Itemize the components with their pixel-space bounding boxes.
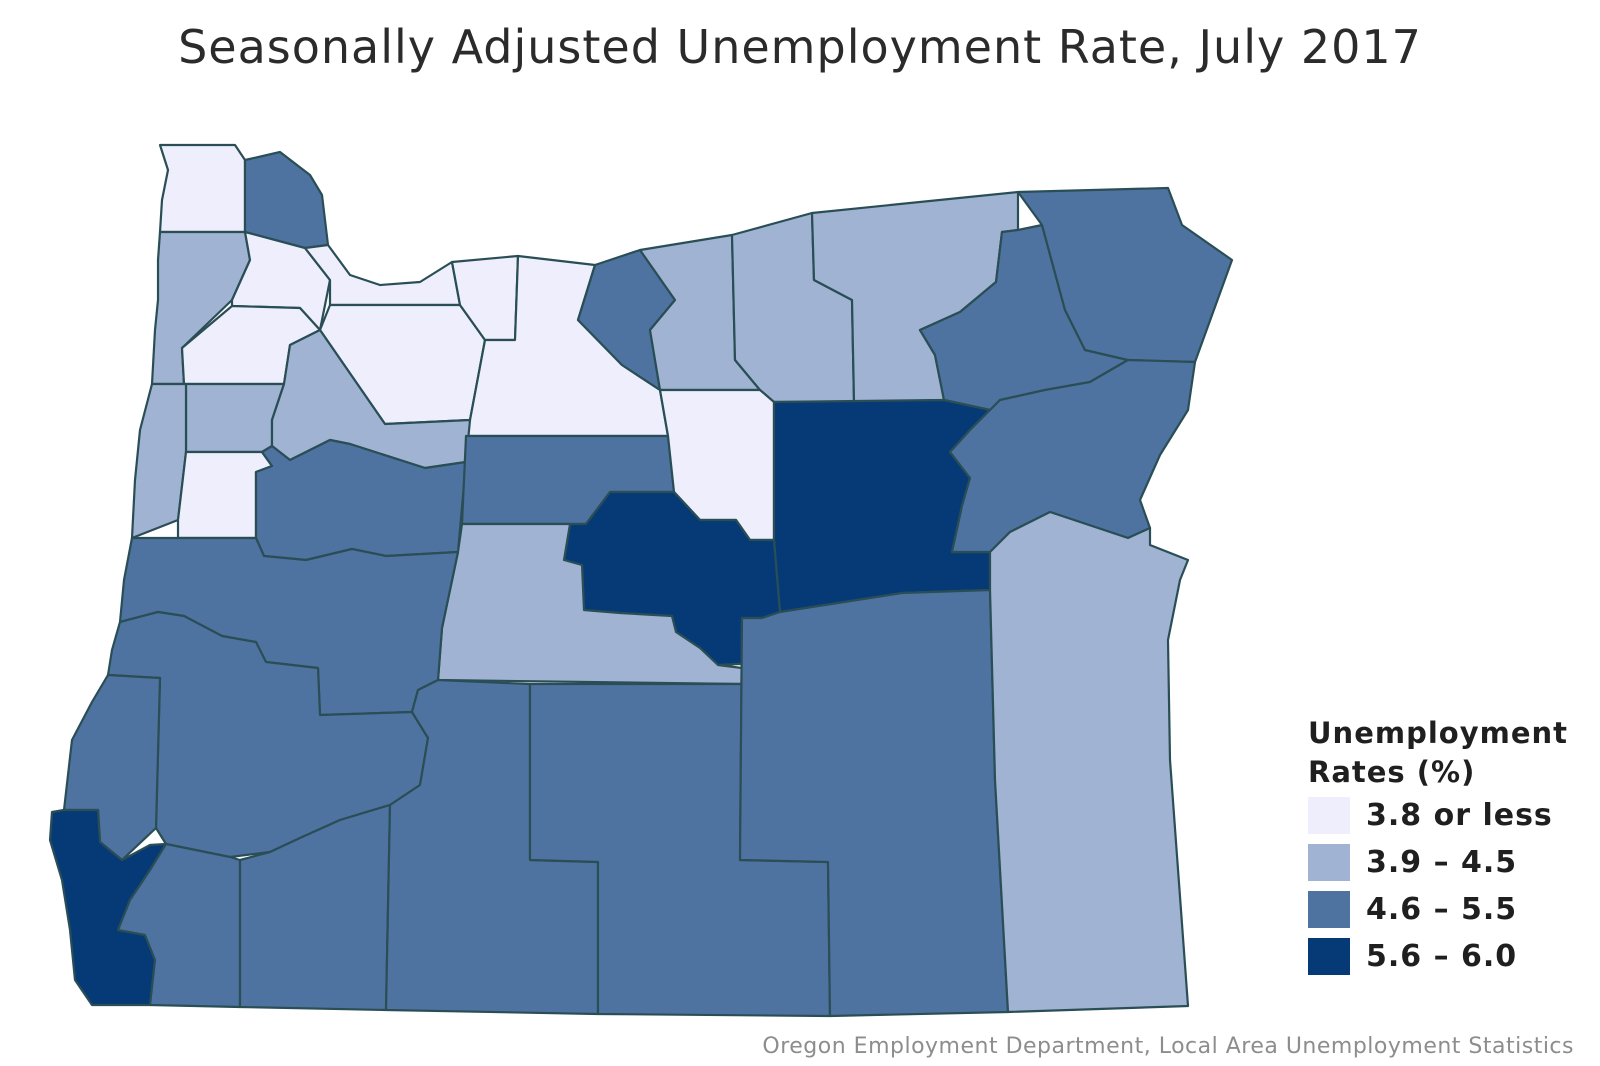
legend-swatch — [1308, 891, 1350, 928]
map-title: Seasonally Adjusted Unemployment Rate, J… — [178, 20, 1422, 74]
county-columbia[interactable]: Columbia — [243, 150, 330, 250]
legend-swatch — [1308, 797, 1350, 834]
legend-item: 3.9 – 4.5 — [1308, 839, 1588, 886]
county-malheur[interactable]: Malheur — [988, 510, 1190, 1014]
legend-label: 4.6 – 5.5 — [1366, 892, 1518, 927]
legend-swatch — [1308, 844, 1350, 881]
legend: Unemployment Rates (%) 3.8 or less 3.9 –… — [1308, 714, 1588, 980]
county-lincoln[interactable]: Lincoln — [130, 382, 188, 540]
county-klamath[interactable]: Klamath — [384, 678, 600, 1016]
legend-label: 3.9 – 4.5 — [1366, 845, 1518, 880]
legend-title-line2: Rates (%) — [1308, 755, 1476, 789]
legend-item: 4.6 – 5.5 — [1308, 886, 1588, 933]
source-note: Oregon Employment Department, Local Area… — [762, 1034, 1574, 1059]
county-clatsop[interactable]: Clatsop — [158, 143, 247, 234]
legend-item: 3.8 or less — [1308, 792, 1588, 839]
legend-label: 5.6 – 6.0 — [1366, 939, 1518, 974]
county-multnomah[interactable]: Multnomah — [303, 243, 462, 307]
legend-title-line1: Unemployment — [1308, 716, 1569, 750]
legend-item: 5.6 – 6.0 — [1308, 933, 1588, 980]
county-polk[interactable]: Polk — [184, 382, 286, 454]
county-josephine[interactable]: Josephine — [116, 842, 242, 1009]
legend-label: 3.8 or less — [1366, 798, 1553, 833]
county-grant[interactable]: Grant — [772, 398, 992, 614]
county-jackson[interactable]: Jackson — [238, 803, 392, 1012]
legend-swatch — [1308, 938, 1350, 975]
